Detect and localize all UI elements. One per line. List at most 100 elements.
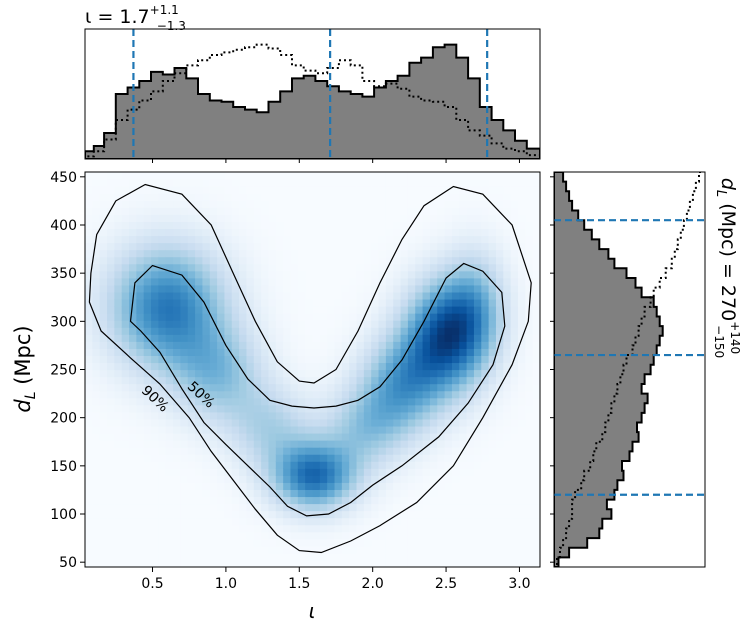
heatmap-cell xyxy=(99,313,108,321)
heatmap-cell xyxy=(429,277,438,286)
heatmap-cell xyxy=(253,432,262,441)
heatmap-cell xyxy=(209,327,218,335)
heatmap-cell xyxy=(92,545,101,554)
heatmap-cell xyxy=(268,334,277,342)
heatmap-cell xyxy=(297,362,306,371)
heatmap-cell xyxy=(510,503,519,512)
heatmap-cell xyxy=(415,284,424,293)
heatmap-cell xyxy=(217,503,226,512)
heatmap-cell xyxy=(510,432,519,441)
heatmap-cell xyxy=(209,306,218,314)
heatmap-cell xyxy=(319,263,328,272)
heatmap-cell xyxy=(283,334,292,342)
heatmap-cell xyxy=(136,298,145,307)
heatmap-cell xyxy=(99,397,108,406)
heatmap-cell xyxy=(290,369,299,378)
heatmap-cell xyxy=(363,355,372,364)
heatmap-cell xyxy=(459,320,468,328)
heatmap-cell xyxy=(195,461,204,469)
heatmap-cell xyxy=(415,242,424,251)
heatmap-cell xyxy=(85,221,93,230)
heatmap-cell xyxy=(217,383,226,392)
heatmap-cell xyxy=(437,179,446,187)
heatmap-cell xyxy=(451,517,460,526)
heatmap-cell xyxy=(253,376,262,385)
heatmap-cell xyxy=(165,552,174,561)
heatmap-cell xyxy=(290,404,299,413)
heatmap-cell xyxy=(246,362,255,371)
heatmap-cell xyxy=(268,235,277,244)
heatmap-cell xyxy=(481,545,490,554)
heatmap-cell xyxy=(224,510,233,519)
heatmap-cell xyxy=(422,397,431,406)
heatmap-cell xyxy=(85,355,93,364)
heatmap-cell xyxy=(488,291,497,300)
heatmap-cell xyxy=(356,369,365,378)
heatmap-cell xyxy=(261,468,270,476)
heatmap-cell xyxy=(231,432,240,441)
heatmap-cell xyxy=(437,397,446,406)
heatmap-cell xyxy=(85,214,93,222)
heatmap-cell xyxy=(532,404,540,413)
heatmap-cell xyxy=(158,221,167,230)
heatmap-cell xyxy=(195,538,204,547)
heatmap-cell xyxy=(297,263,306,272)
heatmap-cell xyxy=(224,440,233,448)
heatmap-cell xyxy=(173,489,181,498)
heatmap-cell xyxy=(173,432,181,441)
heatmap-cell xyxy=(261,376,270,385)
heatmap-cell xyxy=(143,517,152,526)
heatmap-cell xyxy=(224,214,233,222)
heatmap-cell xyxy=(481,256,490,265)
heatmap-cell xyxy=(327,313,336,321)
heatmap-cell xyxy=(151,369,159,378)
heatmap-cell xyxy=(158,397,167,406)
heatmap-cell xyxy=(371,214,380,222)
heatmap-cell xyxy=(532,214,540,222)
heatmap-cell xyxy=(305,475,314,483)
heatmap-cell xyxy=(297,390,306,399)
heatmap-cell xyxy=(341,418,350,427)
heatmap-cell xyxy=(517,475,526,483)
heatmap-cell xyxy=(429,475,438,483)
heatmap-cell xyxy=(165,418,174,427)
heatmap-cell xyxy=(92,432,101,441)
heatmap-cell xyxy=(371,186,380,194)
heatmap-cell xyxy=(459,341,468,349)
heatmap-cell xyxy=(114,538,123,547)
heatmap-cell xyxy=(510,186,519,194)
heatmap-cell xyxy=(319,411,328,420)
heatmap-cell xyxy=(92,355,101,364)
heatmap-cell xyxy=(305,447,314,455)
right-marginal-title: dL (Mpc) = 270+140−150 xyxy=(712,178,742,358)
heatmap-cell xyxy=(268,411,277,420)
heatmap-cell xyxy=(121,489,130,498)
heatmap-cell xyxy=(459,334,468,342)
heatmap-cell xyxy=(451,425,460,434)
heatmap-cell xyxy=(525,256,534,265)
heatmap-cell xyxy=(165,306,174,314)
heatmap-cell xyxy=(246,313,255,321)
heatmap-cell xyxy=(334,376,343,385)
heatmap-cell xyxy=(297,411,306,420)
heatmap-cell xyxy=(429,362,438,371)
heatmap-cell xyxy=(393,468,402,476)
heatmap-cell xyxy=(129,432,137,441)
heatmap-cell xyxy=(305,348,314,356)
heatmap-cell xyxy=(305,249,314,258)
heatmap-cell xyxy=(378,440,387,448)
heatmap-cell xyxy=(290,489,299,498)
heatmap-cell xyxy=(275,320,284,328)
heatmap-cell xyxy=(503,404,512,413)
heatmap-cell xyxy=(261,228,270,237)
heatmap-cell xyxy=(459,362,468,371)
heatmap-cell xyxy=(334,440,343,448)
heatmap-cell xyxy=(495,531,504,540)
heatmap-cell xyxy=(165,376,174,385)
heatmap-cell xyxy=(195,397,204,406)
heatmap-cell xyxy=(224,179,233,187)
heatmap-cell xyxy=(231,341,240,349)
heatmap-cell xyxy=(378,327,387,335)
heatmap-cell xyxy=(268,531,277,540)
heatmap-cell xyxy=(297,545,306,554)
